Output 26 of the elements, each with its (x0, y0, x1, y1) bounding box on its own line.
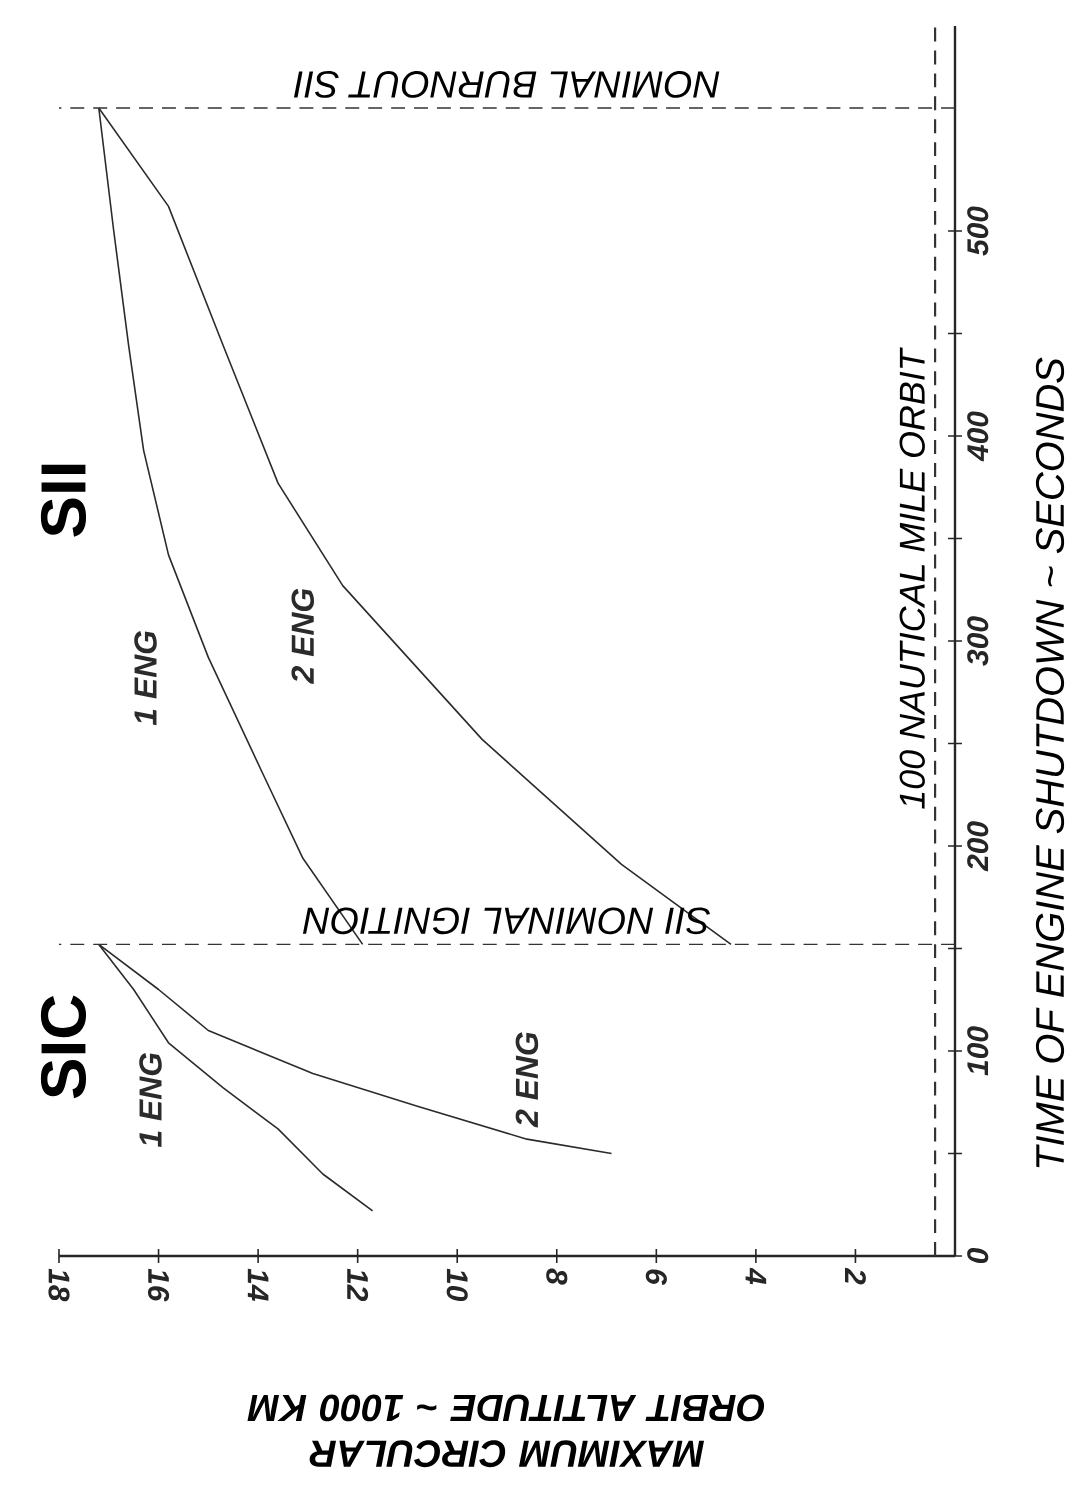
y-axis-title: TIME OF ENGINE SHUTDOWN ~ SECONDS (1035, 357, 1065, 1168)
x-tick-label: 6 (645, 1269, 667, 1285)
x-tick-label: 18 (48, 1268, 70, 1302)
y-tick-label: 200 (967, 821, 989, 872)
annotation: SII (40, 464, 87, 537)
ref-line-label: 100 NAUTICAL MILE ORBIT (899, 347, 925, 809)
text: 1 ENG (139, 1052, 162, 1148)
y-tick-label: 400 (967, 411, 989, 462)
ref-line-label: NOMINAL BURNOUT SII (293, 71, 720, 98)
x-tick-label: 16 (147, 1268, 170, 1302)
x-tick-label: 12 (347, 1268, 369, 1302)
text: 2 ENG (515, 1032, 539, 1128)
x-tick-label: 2 (845, 1267, 866, 1285)
x-tick-label: 4 (745, 1267, 767, 1285)
x-tick-label: 10 (446, 1268, 468, 1302)
text: 2 ENG (291, 588, 314, 684)
x-tick-label: 8 (546, 1268, 568, 1285)
y-tick-label: 500 (967, 206, 989, 256)
y-tick-label: 300 (967, 616, 989, 666)
text: 1 ENG (134, 631, 157, 726)
y-tick-label: 0 (967, 1247, 989, 1264)
ref-line-label: SII NOMINAL IGNITION (302, 907, 710, 935)
annotation: SIC (40, 995, 87, 1099)
x-tick-label: 14 (247, 1268, 269, 1301)
y-tick-label: 100 (967, 1026, 989, 1076)
x-axis-title: MAXIMUM CIRCULAR ORBIT ALTITUDE ~ 1000 KM (247, 1394, 765, 1468)
